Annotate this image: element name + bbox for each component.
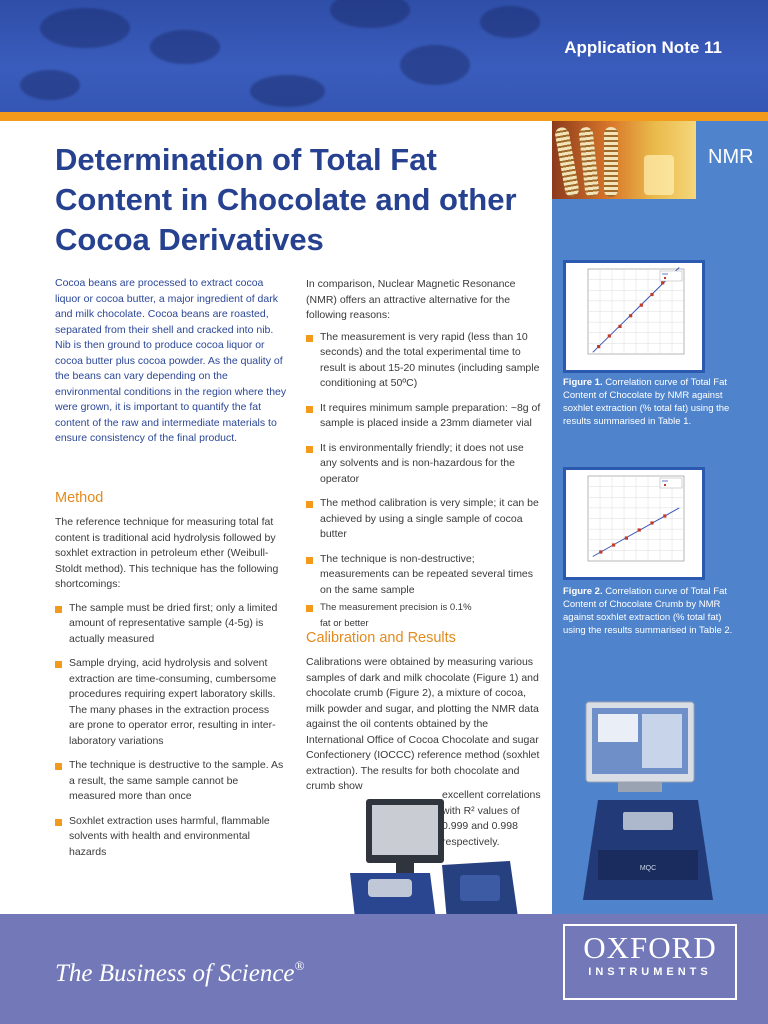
list-item: Soxhlet extraction uses harmful, flammab…: [55, 814, 287, 861]
list-item: The measurement precision is 0.1% fat or…: [306, 600, 541, 631]
header-banner: Application Note 11: [0, 0, 768, 112]
intro-paragraph: Cocoa beans are processed to extract coc…: [55, 277, 287, 444]
list-item: The technique is destructive to the samp…: [55, 758, 287, 805]
list-item: The technique is non-destructive; measur…: [306, 552, 541, 599]
figure-1-label: Figure 1.: [563, 377, 603, 388]
nmr-paragraph: In comparison, Nuclear Magnetic Resonanc…: [306, 278, 516, 321]
vial-icon: [644, 155, 674, 195]
application-note-label: Application Note 11: [564, 38, 722, 57]
nmr-label: NMR: [708, 146, 754, 168]
sample-tube-icon: [578, 126, 600, 198]
data-point: [650, 292, 654, 297]
list-item: The sample must be dried first; only a l…: [55, 601, 287, 648]
nmr-analyzer-photo: MQC: [583, 701, 713, 900]
data-point: [612, 543, 616, 547]
figure-1-text: Correlation curve of Total Fat Content o…: [563, 377, 730, 427]
data-point: [663, 514, 667, 518]
logo-wordmark-bottom: INSTRUMENTS: [588, 966, 712, 978]
coffee-bean-decoration: [480, 6, 540, 38]
tagline: The Business of Science®: [55, 958, 304, 988]
data-point: [618, 324, 622, 328]
coffee-bean-decoration: [150, 30, 220, 64]
figure-1-caption: Figure 1. Correlation curve of Total Fat…: [563, 376, 743, 428]
legend-box: [659, 270, 683, 282]
data-point: [599, 550, 603, 554]
data-point: [639, 303, 643, 307]
figure-2-text: Correlation curve of Total Fat Content o…: [563, 586, 733, 636]
list-item: The measurement is very rapid (less than…: [306, 330, 541, 392]
figure-1-plot: [587, 267, 685, 355]
calibration-paragraph: Calibrations were obtained by measuring …: [306, 656, 540, 792]
method-heading: Method: [55, 490, 104, 506]
list-item: It requires minimum sample preparation: …: [306, 401, 541, 432]
data-point: [650, 521, 654, 525]
coffee-bean-decoration: [40, 8, 130, 48]
coffee-bean-decoration: [250, 75, 325, 107]
figure-2-plot: [587, 475, 685, 562]
analyzer-brand-mark: MQC: [640, 865, 656, 872]
nmr-section: In comparison, Nuclear Magnetic Resonanc…: [306, 277, 541, 640]
list-item: Sample drying, acid hydrolysis and solve…: [55, 656, 287, 749]
nmr-advantages-list: The measurement is very rapid (less than…: [306, 330, 541, 632]
nmr-tubes-photo: [552, 121, 696, 199]
calibration-heading: Calibration and Results: [306, 630, 456, 646]
figure-2-label: Figure 2.: [563, 586, 603, 597]
list-item: It is environmentally friendly; it does …: [306, 441, 541, 488]
data-point: [607, 334, 611, 338]
legend-point-swatch: [664, 484, 666, 486]
coffee-bean-decoration: [20, 70, 80, 100]
data-point: [629, 314, 633, 318]
logo-wordmark-top: OXFORD: [583, 930, 717, 965]
oxford-instruments-logo: OXFORD INSTRUMENTS: [563, 924, 737, 1000]
list-item: The method calibration is very simple; i…: [306, 496, 541, 543]
figure-1-chart: [563, 260, 705, 373]
orange-divider: [0, 112, 768, 121]
legend-box: [659, 477, 683, 489]
figure-2-chart: [563, 467, 705, 580]
fit-line: [592, 267, 680, 353]
method-shortcomings-list: The sample must be dried first; only a l…: [55, 601, 287, 861]
legend-point-swatch: [664, 277, 666, 279]
sample-tube-icon: [554, 126, 580, 198]
calibration-paragraph-wrap: excellent correlations with R² values of…: [442, 789, 541, 848]
tagline-text: The Business of Science: [55, 960, 295, 987]
registered-mark: ®: [294, 958, 305, 973]
data-point: [624, 536, 628, 540]
method-section: The reference technique for measuring to…: [55, 515, 287, 869]
figure-2-caption: Figure 2. Correlation curve of Total Fat…: [563, 585, 743, 637]
data-point: [637, 528, 641, 532]
data-point: [661, 281, 665, 285]
page-title: Determination of Total Fat Content in Ch…: [55, 142, 517, 257]
method-paragraph: The reference technique for measuring to…: [55, 516, 279, 590]
coffee-bean-decoration: [330, 0, 410, 28]
footer-band: [0, 914, 768, 1024]
sample-tube-icon: [604, 127, 618, 197]
coffee-bean-decoration: [400, 45, 470, 85]
data-point: [597, 344, 601, 349]
